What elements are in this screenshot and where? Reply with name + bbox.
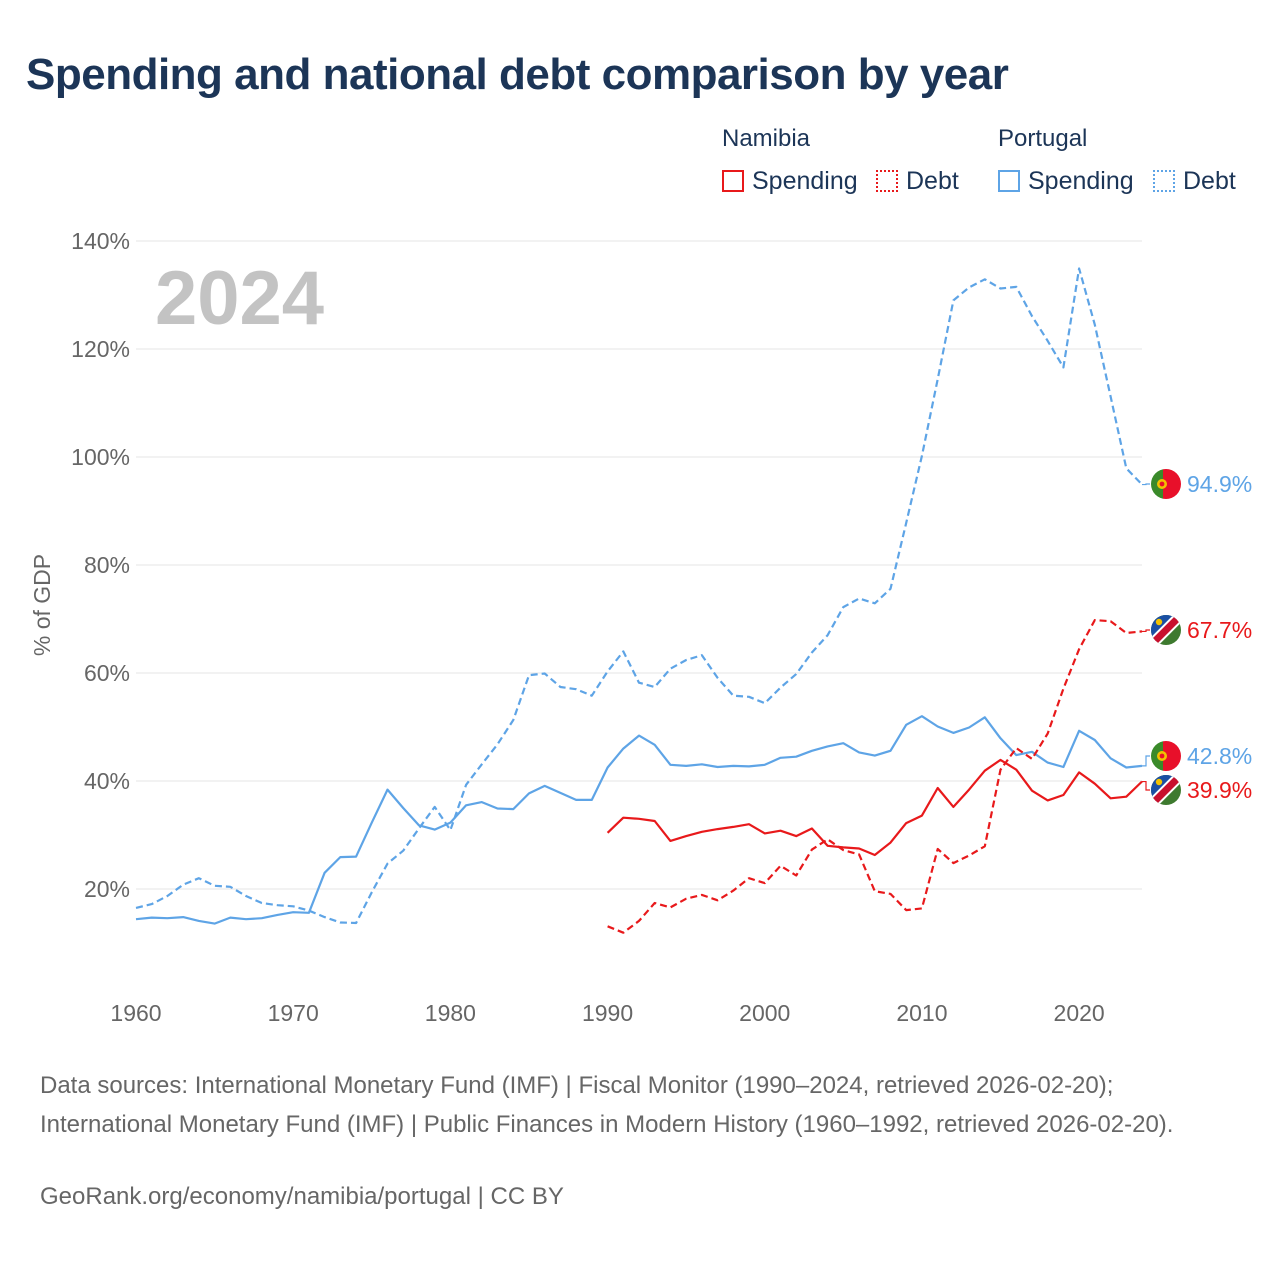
chart-title: Spending and national debt comparison by… — [26, 50, 1009, 99]
legend-portugal-spending[interactable]: Spending — [998, 166, 1134, 196]
x-tick-label: 2000 — [739, 1000, 790, 1026]
y-tick-label: 140% — [71, 228, 130, 254]
legend-portugal-spending-label: Spending — [1028, 166, 1134, 195]
legend-group-portugal: Portugal — [998, 125, 1088, 152]
y-tick-label: 100% — [71, 444, 130, 470]
end-connector — [1142, 483, 1150, 486]
credit-link[interactable]: GeoRank.org/economy/namibia/portugal | C… — [40, 1183, 564, 1210]
x-axis-ticks: 1960 1970 1980 1990 2000 2010 2020 — [110, 1000, 1104, 1026]
legend-namibia-spending-label: Spending — [752, 166, 858, 195]
y-axis-ticks: 20% 40% 60% 80% 100% 120% 140% — [71, 228, 130, 902]
end-label-namibia-spending: 39.9% — [1187, 777, 1252, 803]
namibia-flag-icon — [1151, 775, 1181, 805]
data-sources: Data sources: International Monetary Fun… — [40, 1072, 1174, 1138]
legend-solid-swatch — [722, 170, 744, 192]
legend-namibia-debt-label: Debt — [906, 166, 959, 195]
legend-solid-swatch — [998, 170, 1020, 192]
portugal-flag-icon — [1151, 469, 1181, 499]
legend-namibia-spending[interactable]: Spending — [722, 166, 858, 196]
x-tick-label: 2020 — [1054, 1000, 1105, 1026]
end-label-portugal-debt: 94.9% — [1187, 471, 1252, 497]
end-connector — [1142, 780, 1150, 791]
x-tick-label: 2010 — [896, 1000, 947, 1026]
series-lines — [135, 267, 1143, 934]
series-line-portugal-debt — [135, 267, 1143, 925]
end-connector — [1142, 629, 1150, 633]
legend-portugal-debt-label: Debt — [1183, 166, 1236, 195]
series-line-namibia-debt — [607, 619, 1143, 934]
end-connectors — [1142, 483, 1150, 791]
portugal-flag-icon — [1151, 741, 1181, 771]
legend-namibia-debt[interactable]: Debt — [876, 166, 959, 196]
legend-portugal-debt[interactable]: Debt — [1153, 166, 1236, 196]
x-tick-label: 1960 — [110, 1000, 161, 1026]
end-label-namibia-debt: 67.7% — [1187, 617, 1252, 643]
x-tick-label: 1970 — [268, 1000, 319, 1026]
end-label-portugal-spending: 42.8% — [1187, 743, 1252, 769]
series-line-namibia-spending — [606, 758, 1143, 857]
x-tick-label: 1980 — [425, 1000, 476, 1026]
y-axis-label: % of GDP — [29, 554, 55, 656]
end-connector — [1142, 755, 1150, 767]
legend-group-namibia: Namibia — [722, 125, 811, 152]
namibia-flag-icon — [1151, 615, 1181, 645]
gridlines — [136, 240, 1142, 890]
y-tick-label: 60% — [84, 660, 130, 686]
y-tick-label: 80% — [84, 552, 130, 578]
year-watermark: 2024 — [155, 256, 324, 341]
x-tick-label: 1990 — [582, 1000, 633, 1026]
y-tick-label: 120% — [71, 336, 130, 362]
y-tick-label: 40% — [84, 768, 130, 794]
legend-dotted-swatch — [1153, 170, 1175, 192]
y-tick-label: 20% — [84, 876, 130, 902]
series-line-portugal-spending — [135, 715, 1143, 925]
legend-dotted-swatch — [876, 170, 898, 192]
